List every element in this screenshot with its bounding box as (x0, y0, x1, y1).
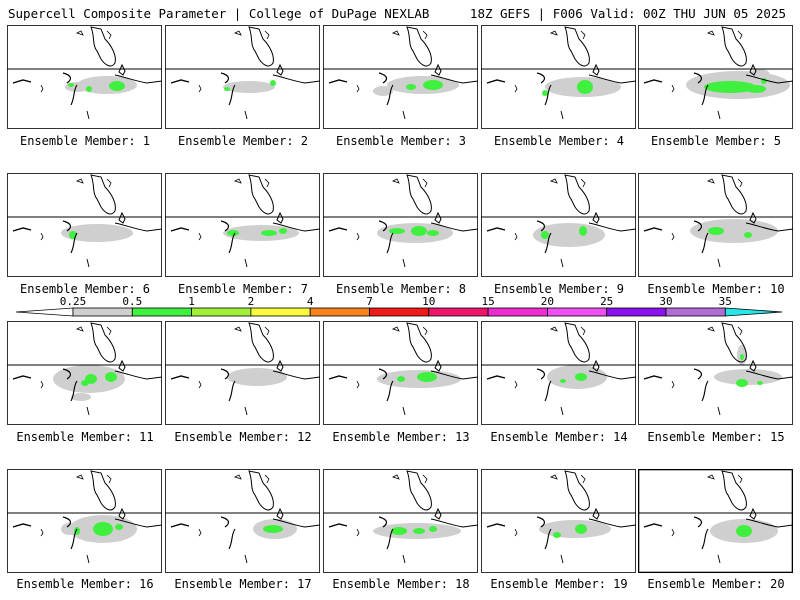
member-map-13 (323, 321, 478, 425)
colorbar-label-2: 1 (188, 296, 195, 308)
colorbar-swatch-4 (309, 307, 370, 317)
header-title: Supercell Composite Parameter | College … (8, 6, 430, 21)
member-map-6 (7, 173, 162, 277)
member-map-3 (323, 25, 478, 129)
member-map-19 (481, 469, 636, 573)
member-label-20: Ensemble Member: 20 (647, 577, 785, 591)
member-label-13: Ensemble Member: 13 (332, 430, 470, 444)
member-label-8: Ensemble Member: 8 (335, 282, 467, 296)
member-label-9: Ensemble Member: 9 (493, 282, 625, 296)
member-label-11: Ensemble Member: 11 (16, 430, 154, 444)
member-map-7 (165, 173, 320, 277)
colorbar-label-6: 10 (422, 296, 435, 308)
member-label-16: Ensemble Member: 16 (16, 577, 154, 591)
member-map-20 (638, 469, 793, 573)
colorbar-label-5: 7 (366, 296, 373, 308)
colorbar-label-3: 2 (248, 296, 255, 308)
colorbar-label-11: 35 (719, 296, 732, 308)
colorbar-swatch-2 (191, 307, 252, 317)
member-label-2: Ensemble Member: 2 (177, 134, 309, 148)
colorbar-arrow-right (724, 307, 783, 317)
member-map-4 (481, 25, 636, 129)
colorbar-swatch-3 (250, 307, 311, 317)
member-label-3: Ensemble Member: 3 (335, 134, 467, 148)
member-label-18: Ensemble Member: 18 (332, 577, 470, 591)
member-label-1: Ensemble Member: 1 (19, 134, 151, 148)
member-map-15 (638, 321, 793, 425)
member-label-15: Ensemble Member: 15 (647, 430, 785, 444)
member-map-18 (323, 469, 478, 573)
colorbar-label-0: 0.25 (60, 296, 87, 308)
colorbar-swatch-9 (606, 307, 667, 317)
colorbar: 0.25 0.5 1 2 4 7 10 15 20 25 30 35 (15, 296, 783, 317)
colorbar-swatch-1 (131, 307, 193, 317)
colorbar-swatch-10 (665, 307, 726, 317)
member-map-14 (481, 321, 636, 425)
member-label-19: Ensemble Member: 19 (490, 577, 628, 591)
member-map-2 (165, 25, 320, 129)
member-label-5: Ensemble Member: 5 (650, 134, 782, 148)
member-map-1 (7, 25, 162, 129)
member-map-5 (638, 25, 793, 129)
colorbar-swatch-6 (428, 307, 489, 317)
member-map-12 (165, 321, 320, 425)
member-label-6: Ensemble Member: 6 (19, 282, 151, 296)
member-label-17: Ensemble Member: 17 (174, 577, 312, 591)
colorbar-swatch-8 (547, 307, 608, 317)
colorbar-label-1: 0.5 (122, 296, 142, 308)
colorbar-label-10: 30 (659, 296, 672, 308)
member-label-4: Ensemble Member: 4 (493, 134, 625, 148)
colorbar-swatch-5 (369, 307, 430, 317)
member-map-9 (481, 173, 636, 277)
member-label-7: Ensemble Member: 7 (177, 282, 309, 296)
colorbar-label-4: 4 (307, 296, 314, 308)
member-map-10 (638, 173, 793, 277)
member-label-10: Ensemble Member: 10 (647, 282, 785, 296)
colorbar-label-8: 20 (541, 296, 554, 308)
colorbar-label-7: 15 (481, 296, 494, 308)
colorbar-swatch-0 (72, 307, 133, 317)
member-label-12: Ensemble Member: 12 (174, 430, 312, 444)
member-map-16 (7, 469, 162, 573)
member-map-8 (323, 173, 478, 277)
header-valid-time: 18Z GEFS | F006 Valid: 00Z THU JUN 05 20… (469, 6, 786, 21)
colorbar-label-9: 25 (600, 296, 613, 308)
colorbar-swatch-7 (487, 307, 548, 317)
member-label-14: Ensemble Member: 14 (490, 430, 628, 444)
colorbar-arrow-left (15, 307, 74, 317)
member-map-11 (7, 321, 162, 425)
member-map-17 (165, 469, 320, 573)
